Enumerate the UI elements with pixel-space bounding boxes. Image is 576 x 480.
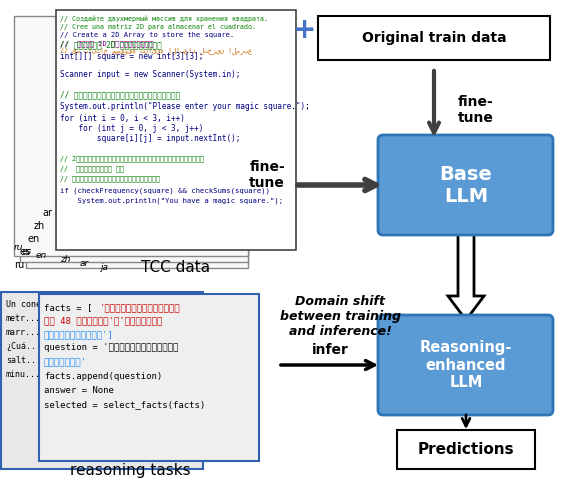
Text: // 上方法使する 2D 配列を作成します。: // 上方法使する 2D 配列を作成します。 [60,40,162,49]
Text: 的片段只有原来的一半。']: 的片段只有原来的一半。'] [44,330,114,339]
Text: //  止、数字「マジック ム」: // 止、数字「マジック ム」 [60,165,124,172]
Text: 出了多少片段？': 出了多少片段？' [44,357,87,366]
Text: facts.append(question): facts.append(question) [44,372,162,381]
FancyBboxPatch shape [378,315,553,415]
Text: fine-
tune: fine- tune [458,95,494,125]
Text: 她的 48 个朋友，然后'，'她在五月份卖出: 她的 48 个朋友，然后'，'她在五月份卖出 [44,316,162,325]
Text: zh: zh [60,255,70,264]
Text: answer = None: answer = None [44,386,114,395]
Text: ja: ja [100,264,108,273]
Text: infer: infer [312,343,348,357]
Text: // ユーザーのマジックスクエアを入力してください。: // ユーザーのマジックスクエアを入力してください。 [60,90,180,99]
Text: salt...: salt... [6,356,41,365]
Text: Base
LLM: Base LLM [439,165,492,205]
Text: TCC data: TCC data [142,261,211,276]
Text: // 2つの方法を使用して、出力が次のようになっているときを確認します。: // 2つの方法を使用して、出力が次のようになっているときを確認します。 [60,155,204,162]
Text: ar: ar [42,208,52,218]
Text: // Создайте двухмерный массив для хранения квадрата.: // Создайте двухмерный массив для хранен… [60,16,268,23]
Text: ru: ru [14,260,24,270]
FancyBboxPatch shape [397,430,535,469]
Text: if (checkFrequency(square) && checkSums(square)): if (checkFrequency(square) && checkSums(… [60,187,270,193]
Text: System.out.println("Please enter your magic square.");: System.out.println("Please enter your ma… [60,102,310,111]
Polygon shape [448,232,484,320]
Text: // Create a 2D Array to store the square.: // Create a 2D Array to store the square… [60,32,234,38]
Text: metr...: metr... [6,314,41,323]
Text: fine-
tune: fine- tune [249,160,285,190]
Text: '纳塔利娅在四月份把片段卖给了: '纳塔利娅在四月份把片段卖给了 [100,303,181,312]
Text: // 出力がマジックスクエアであるかを確認します。: // 出力がマジックスクエアであるかを確認します。 [60,175,160,181]
Text: es: es [20,247,31,257]
Text: en: en [36,252,47,261]
Text: +: + [293,16,317,44]
Text: Original train data: Original train data [362,31,506,45]
Text: for (int i = 0, i < 3, i++): for (int i = 0, i < 3, i++) [60,114,185,123]
Text: marr...: marr... [6,328,41,337]
Text: facts = [: facts = [ [44,303,92,312]
FancyBboxPatch shape [1,292,203,469]
Text: minu...: minu... [6,370,41,379]
Text: ar: ar [80,260,89,268]
FancyBboxPatch shape [14,16,248,256]
Text: // Cree una matriz 2D para almacenar el cuadrado.: // Cree una matriz 2D para almacenar el … [60,24,256,30]
FancyBboxPatch shape [39,294,259,461]
Text: // قم بانتاج مصفوفة ثنائية الابعاد لتخزين المربع: // قم بانتاج مصفوفة ثنائية الابعاد لتخزي… [60,48,252,55]
Text: en: en [27,234,39,244]
Text: question = '纳塔利娅在四月和五月总共卖: question = '纳塔利娅在四月和五月总共卖 [44,343,179,352]
FancyBboxPatch shape [20,22,248,262]
Text: es: es [22,248,32,256]
FancyBboxPatch shape [56,10,296,250]
Text: System.out.println("You have a magic square.");: System.out.println("You have a magic squ… [60,197,283,204]
Text: for (int j = 0, j < 3, j++): for (int j = 0, j < 3, j++) [60,124,203,133]
Text: Reasoning-
enhanced
LLM: Reasoning- enhanced LLM [420,340,512,390]
Text: selected = select_facts(facts): selected = select_facts(facts) [44,400,205,409]
Text: Scanner input = new Scanner(System.in);: Scanner input = new Scanner(System.in); [60,70,240,79]
FancyBboxPatch shape [318,16,550,60]
FancyBboxPatch shape [26,28,248,268]
Text: Domain shift
between training
and inference!: Domain shift between training and infere… [279,295,400,338]
Text: //  创建一个 2D 数组来存储魔法方阵。: // 创建一个 2D 数组来存储魔法方阵。 [60,40,153,47]
Text: ¿Cuá...: ¿Cuá... [6,342,41,351]
Text: ru: ru [14,243,24,252]
Text: zh: zh [34,221,46,231]
Text: square[i][j] = input.nextInt();: square[i][j] = input.nextInt(); [60,134,240,143]
FancyBboxPatch shape [378,135,553,235]
Text: Predictions: Predictions [418,443,514,457]
Text: Un conejo blanco puede saltar 15: Un conejo blanco puede saltar 15 [6,300,166,309]
Text: reasoning tasks: reasoning tasks [70,463,190,478]
Text: int[][] square = new int[3][3];: int[][] square = new int[3][3]; [60,52,203,61]
